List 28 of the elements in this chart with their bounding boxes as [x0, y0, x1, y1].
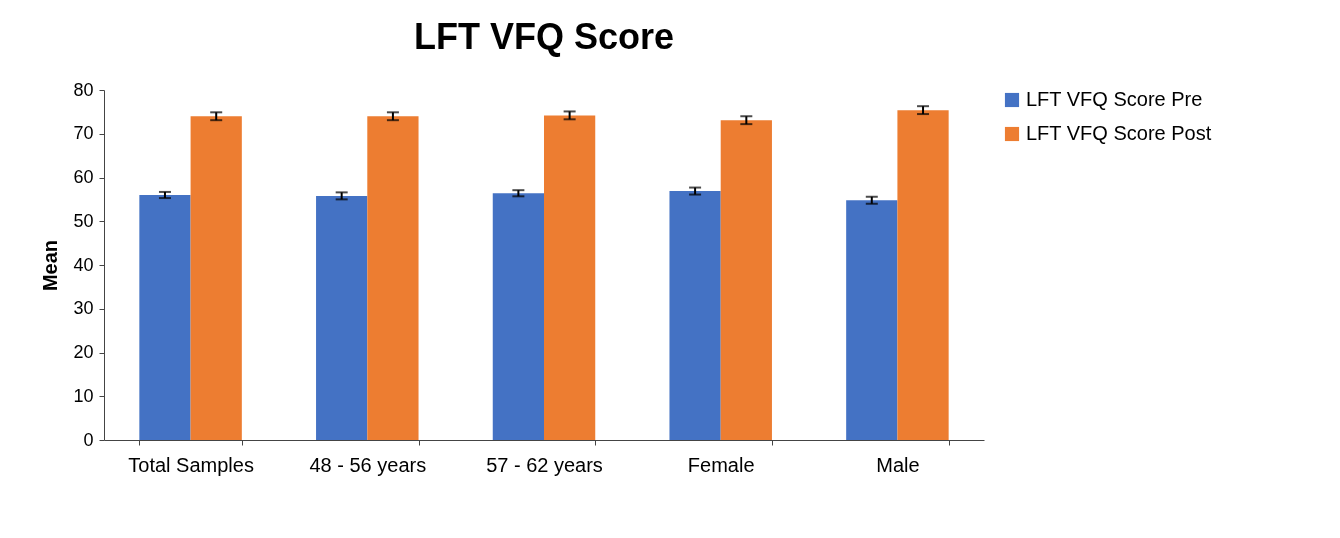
- bar: [669, 191, 721, 440]
- y-tick-label: 30: [73, 298, 94, 319]
- y-axis-title: Mean: [39, 239, 62, 292]
- y-tick-label: 60: [73, 167, 94, 187]
- y-tick-label: 20: [73, 342, 94, 362]
- x-tick-label: 57 - 62 years: [486, 453, 603, 476]
- y-tick-label: 50: [73, 210, 94, 231]
- legend-label: LFT VFQ Score Post: [1026, 122, 1212, 144]
- x-tick-label: Female: [687, 453, 755, 476]
- x-tick-label: Male: [876, 453, 920, 476]
- bar: [190, 116, 242, 440]
- bar: [544, 115, 596, 440]
- bar: [139, 195, 191, 440]
- bar: [492, 193, 544, 440]
- y-tick-label: 0: [83, 429, 94, 450]
- y-tick-label: 10: [73, 385, 94, 406]
- x-tick-label: 48 - 56 years: [309, 453, 427, 476]
- y-tick-label: 40: [73, 254, 94, 275]
- bar: [897, 110, 949, 440]
- legend-label: LFT VFQ Score Pre: [1026, 88, 1203, 110]
- x-tick-label: Total Samples: [128, 453, 254, 476]
- bar: [720, 120, 772, 440]
- bar: [316, 195, 368, 440]
- chart-title: LFT VFQ Score: [413, 16, 675, 57]
- bar: [367, 116, 419, 440]
- y-tick-label: 70: [73, 123, 94, 144]
- y-tick-label: 80: [73, 79, 94, 100]
- bar: [846, 200, 898, 440]
